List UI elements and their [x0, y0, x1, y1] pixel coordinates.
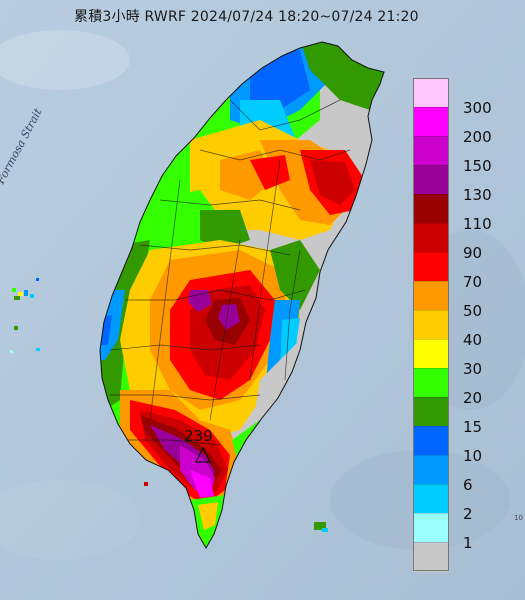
legend-swatch: [413, 165, 449, 195]
legend-label: 30: [463, 360, 483, 378]
legend-swatch: [413, 513, 449, 543]
offshore-echoes: [10, 278, 328, 532]
corner-mark: 10: [514, 514, 523, 522]
legend-swatch: [413, 484, 449, 514]
legend-swatch: [413, 194, 449, 224]
legend-swatch: [413, 455, 449, 485]
legend-label: 90: [463, 244, 483, 262]
legend-swatch: [413, 339, 449, 369]
map-title: 累積3小時 RWRF 2024/07/24 18:20~07/24 21:20: [74, 9, 419, 25]
legend-label: 110: [463, 215, 492, 233]
legend-label: 200: [463, 128, 492, 146]
legend-swatch: [413, 136, 449, 166]
legend: 300 200 150 130 110 90 70 50 40 30 20 15 10 6 2 1: [413, 78, 523, 572]
legend-label: 40: [463, 331, 483, 349]
legend-swatch: [413, 281, 449, 311]
taiwan-outline: [99, 41, 385, 550]
legend-label: 2: [463, 505, 473, 523]
legend-swatch: [413, 368, 449, 398]
legend-swatch: [413, 310, 449, 340]
legend-label: 300: [463, 99, 492, 117]
triangle-marker-icon: [195, 446, 211, 463]
legend-label: 6: [463, 476, 473, 494]
legend-label: 70: [463, 273, 483, 291]
legend-border: [413, 78, 449, 571]
legend-label: 20: [463, 389, 483, 407]
legend-label: 15: [463, 418, 483, 436]
legend-swatch: [413, 426, 449, 456]
legend-swatch: [413, 542, 449, 572]
legend-swatch: [413, 78, 449, 108]
legend-label: 50: [463, 302, 483, 320]
legend-label: 1: [463, 534, 473, 552]
legend-label: 10: [463, 447, 483, 465]
legend-label: 150: [463, 157, 492, 175]
legend-label: 130: [463, 186, 492, 204]
legend-swatch: [413, 223, 449, 253]
legend-swatch: [413, 107, 449, 137]
max-value-label: 239: [184, 427, 213, 445]
legend-swatch: [413, 397, 449, 427]
legend-swatch: [413, 252, 449, 282]
